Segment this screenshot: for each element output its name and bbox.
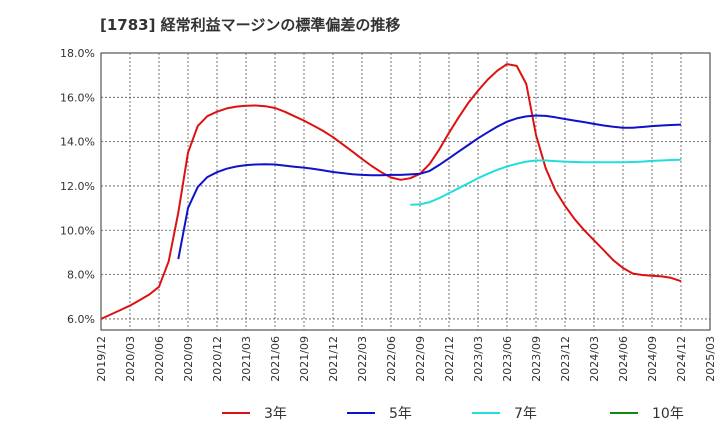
x-tick-label: 2020/03 [124,336,137,382]
legend-label-4: 10年 [652,406,684,422]
x-tick-label: 2020/09 [182,336,195,382]
x-tick-label: 2022/06 [385,336,398,382]
y-tick-label: 18.0% [60,47,95,60]
x-tick-label: 2022/12 [443,336,456,382]
legend-label-2: 5年 [389,406,412,422]
x-tick-label: 2024/03 [588,336,601,382]
y-tick-label: 10.0% [60,224,95,237]
x-tick-label: 2025/03 [704,336,717,382]
y-tick-label: 12.0% [60,180,95,193]
y-tick-label: 8.0% [67,269,95,282]
x-tick-label: 2023/12 [559,336,572,382]
x-tick-label: 2020/06 [153,336,166,382]
x-tick-label: 2021/12 [327,336,340,382]
series-line-3 [410,158,682,206]
series-lines [100,63,682,320]
x-tick-label: 2022/03 [356,336,369,382]
chart-title: [1783] 経常利益マージンの標準偏差の推移 [100,16,401,34]
x-tick-label: 2024/12 [675,336,688,382]
x-tick-label: 2024/06 [617,336,630,382]
x-tick-label: 2023/09 [530,336,543,382]
series-line-2 [177,114,682,260]
x-tick-label: 2021/06 [269,336,282,382]
plot-area [100,52,711,331]
x-tick-label: 2023/06 [501,336,514,382]
x-tick-label: 2023/03 [472,336,485,382]
y-tick-label: 14.0% [60,136,95,149]
legend-label-1: 3年 [264,406,287,422]
x-tick-label: 2024/09 [646,336,659,382]
x-tick-label: 2021/09 [298,336,311,382]
x-axis-ticks: 2019/12 2020/03 2020/06 2020/09 2020/12 2021/… [95,336,717,382]
y-tick-label: 6.0% [67,313,95,326]
y-tick-label: 16.0% [60,91,95,104]
y-axis-ticks: 6.0% 8.0% 10.0% 12.0% 14.0% 16.0% 18.0% [60,47,95,326]
legend-label-3: 7年 [514,406,537,422]
x-tick-label: 2020/12 [211,336,224,382]
x-tick-label: 2019/12 [95,336,108,382]
x-tick-label: 2022/09 [414,336,427,382]
x-tick-label: 2021/03 [240,336,253,382]
series-line-1 [100,63,682,320]
legend: 3年 5年 7年 10年 [222,406,684,422]
grid-lines [101,53,710,330]
